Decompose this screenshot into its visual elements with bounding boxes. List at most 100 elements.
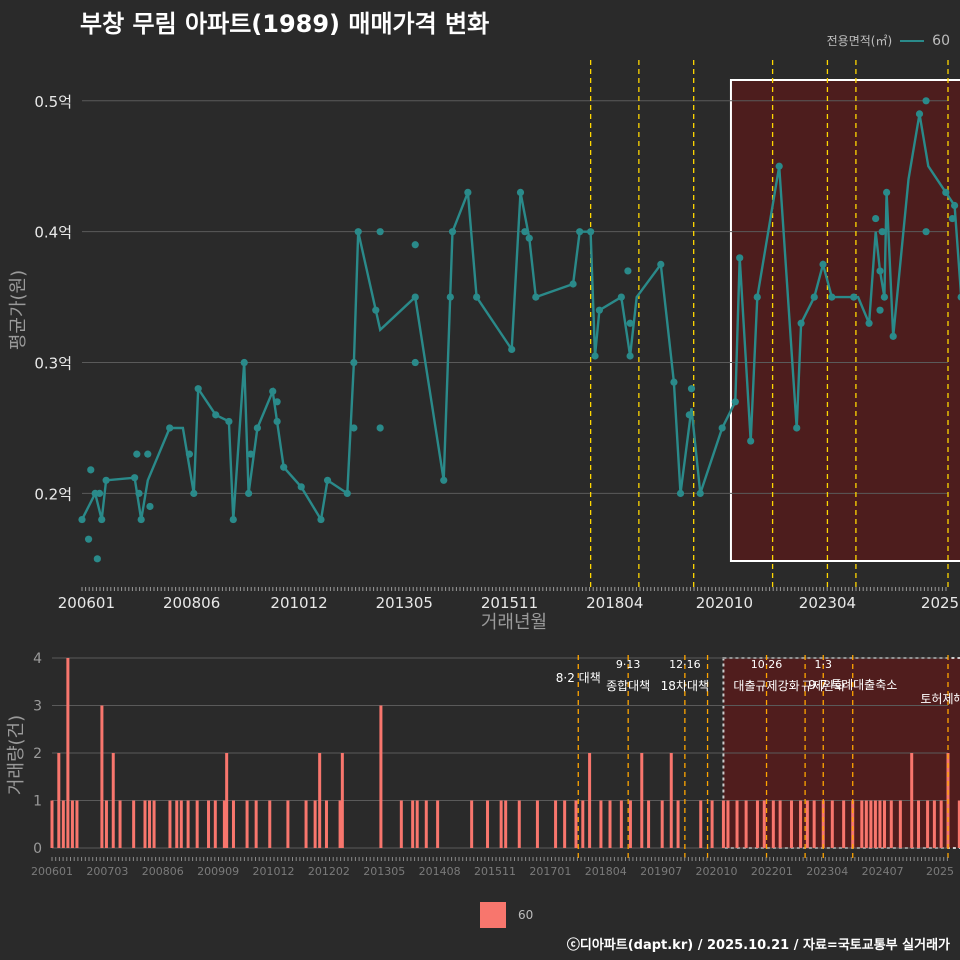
x-tick-label: 201701 [529, 865, 571, 878]
bar [939, 800, 943, 848]
bar [245, 800, 249, 848]
bar [313, 800, 317, 848]
x-tick-label: 201907 [640, 865, 682, 878]
x-tick-label: 202407 [862, 865, 904, 878]
bar [57, 753, 61, 848]
data-point [591, 352, 599, 360]
data-point [253, 424, 261, 432]
bar [231, 800, 235, 848]
x-tick-label: 202304 [799, 594, 856, 612]
bar [864, 800, 868, 848]
data-point [889, 332, 897, 340]
bar [104, 800, 108, 848]
data-point [144, 450, 152, 458]
data-point [948, 214, 956, 223]
data-point [446, 293, 454, 301]
data-point [135, 489, 143, 497]
bar [50, 800, 54, 848]
data-point [131, 474, 139, 482]
data-point [98, 515, 106, 524]
bar [581, 800, 585, 848]
bar [647, 800, 651, 848]
policy-annotation: 8·2 대책 [556, 670, 601, 685]
bar [721, 800, 725, 848]
x-tick-label: 201804 [585, 865, 627, 878]
bar [910, 753, 914, 848]
x-tick-label: 200601 [31, 865, 73, 878]
data-point [516, 188, 525, 197]
data-point [225, 417, 233, 426]
bar [213, 800, 217, 848]
bar [842, 800, 846, 848]
data-point [850, 293, 858, 301]
bar [195, 800, 199, 848]
data-point [922, 228, 930, 236]
data-point [78, 515, 86, 524]
data-point [280, 463, 288, 471]
data-point [718, 424, 726, 432]
bar [755, 800, 759, 848]
bar [898, 800, 902, 848]
bar [517, 800, 521, 848]
bar [66, 658, 70, 848]
bar [411, 800, 415, 848]
data-point [240, 358, 248, 367]
x-tick-label: 201012 [270, 594, 327, 612]
data-point [915, 110, 924, 118]
bar [100, 705, 104, 848]
bar [415, 800, 419, 848]
data-point [350, 424, 358, 432]
legend-label: 60 [932, 32, 950, 49]
bar [436, 800, 440, 848]
data-point [411, 293, 419, 301]
data-point [354, 228, 362, 236]
data-point [411, 241, 419, 249]
bar [669, 753, 673, 848]
policy-annotation-date: 9·13 [616, 658, 641, 671]
data-point [464, 188, 472, 197]
data-point [190, 489, 198, 497]
data-point [736, 254, 744, 262]
data-point [273, 398, 281, 406]
bar [574, 800, 578, 848]
source-caption: ⓒ디아파트(dapt.kr) / 2025.10.21 / 자료=국토교통부 실… [566, 938, 950, 953]
bar [628, 800, 632, 848]
data-point [245, 489, 253, 497]
data-point [626, 319, 634, 327]
bar [778, 800, 782, 848]
data-point [448, 228, 457, 236]
x-tick-label: 200806 [142, 865, 184, 878]
bar [486, 800, 490, 848]
data-point [876, 267, 884, 275]
data-point [440, 476, 448, 484]
data-point [942, 188, 950, 197]
data-point [624, 267, 632, 275]
legend-line-swatch [900, 39, 925, 42]
data-point [93, 555, 101, 563]
x-tick-label: 201804 [586, 594, 643, 612]
policy-annotation-name: 규제완화 [801, 679, 845, 693]
data-point [95, 489, 104, 497]
data-point [508, 345, 516, 354]
x-tick-label: 200601 [58, 594, 115, 612]
bar [379, 705, 383, 848]
bar [821, 800, 825, 848]
y-tick-label: 1 [33, 794, 42, 810]
policy-annotation-name: 대출규제강화 [733, 679, 799, 693]
bar [619, 800, 623, 848]
bar [268, 800, 272, 848]
x-tick-label: 201511 [481, 594, 538, 612]
bar [640, 753, 644, 848]
policy-annotation-name: 18차대책 [661, 678, 709, 693]
bar [660, 800, 664, 848]
y-tick-label: 0.3억 [34, 355, 72, 373]
bar [504, 800, 508, 848]
x-tick-label: 201305 [363, 865, 405, 878]
bar [225, 753, 229, 848]
legend-bar-label: 60 [518, 908, 534, 922]
bar [926, 800, 930, 848]
bar [499, 800, 503, 848]
policy-annotation-date: 1·3 [814, 658, 832, 671]
data-point [696, 489, 704, 497]
data-point [753, 293, 761, 301]
